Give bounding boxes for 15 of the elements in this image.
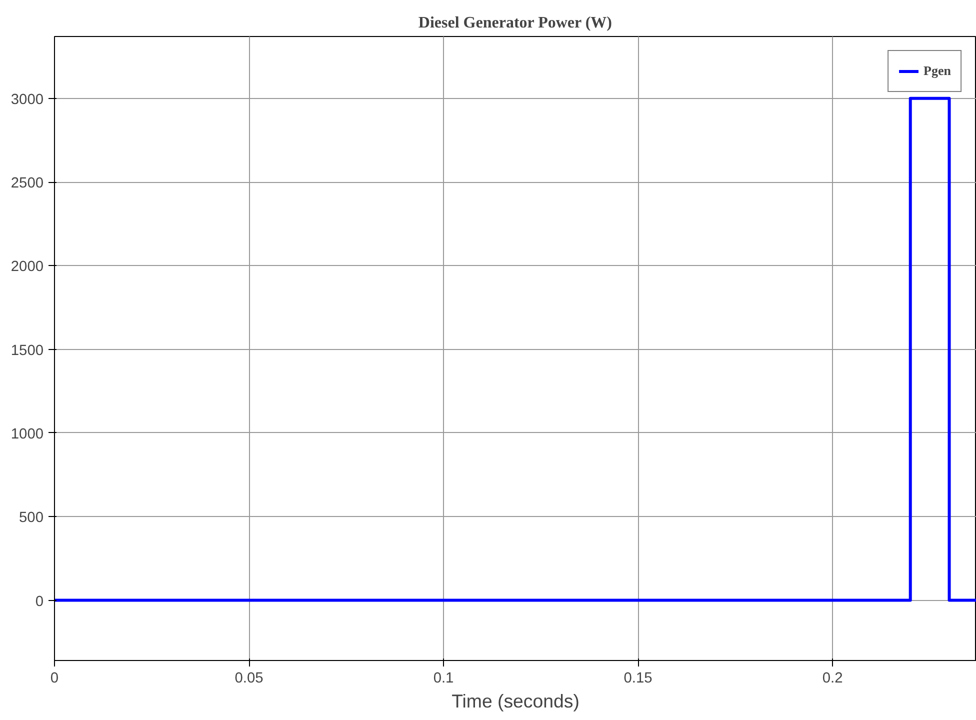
y-tick-label: 2500 [10,176,44,192]
x-tick-label: 0.2 [822,670,843,686]
chart-title: Diesel Generator Power (W) [418,14,612,32]
x-tick-label: 0.1 [433,670,454,686]
legend-label: Pgen [924,63,951,79]
y-tick-label: 0 [35,594,44,610]
y-tick-label: 1000 [10,426,44,442]
y-tick-label: 2000 [10,259,44,276]
x-tick-label: 0 [50,670,59,686]
y-tick-label: 500 [19,510,44,526]
y-tick-label: 3000 [10,92,44,108]
x-tick-label: 0.05 [234,670,264,686]
x-axis-title: Time (seconds) [452,690,580,712]
y-tick-label: 1500 [10,342,44,359]
x-tick-label: 0.15 [624,670,652,686]
